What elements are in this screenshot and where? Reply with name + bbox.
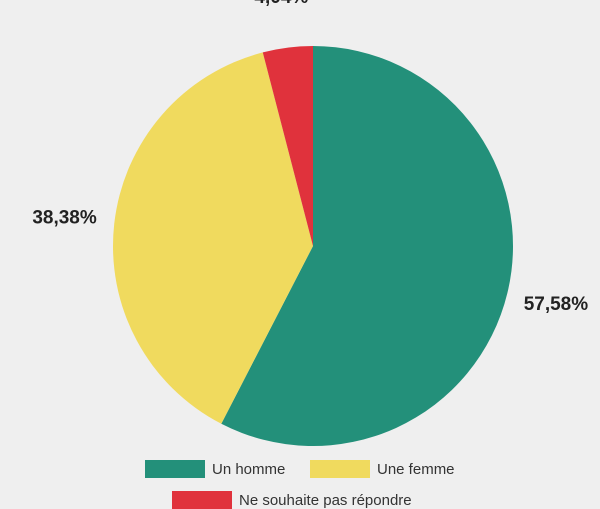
pie-slice bbox=[221, 45, 514, 446]
value-label: 38,38% bbox=[32, 207, 97, 228]
legend-swatch bbox=[172, 491, 232, 509]
value-label: 57,58% bbox=[524, 294, 589, 315]
legend-label: Un homme bbox=[212, 461, 285, 478]
pie-slice bbox=[113, 52, 313, 424]
legend-label: Une femme bbox=[377, 461, 455, 478]
value-label: 4,04% bbox=[254, 0, 308, 8]
legend-swatch bbox=[310, 460, 370, 478]
legend-label: Ne souhaite pas répondre bbox=[239, 492, 412, 509]
pie-slice bbox=[262, 46, 313, 246]
legend-swatch bbox=[145, 460, 205, 478]
